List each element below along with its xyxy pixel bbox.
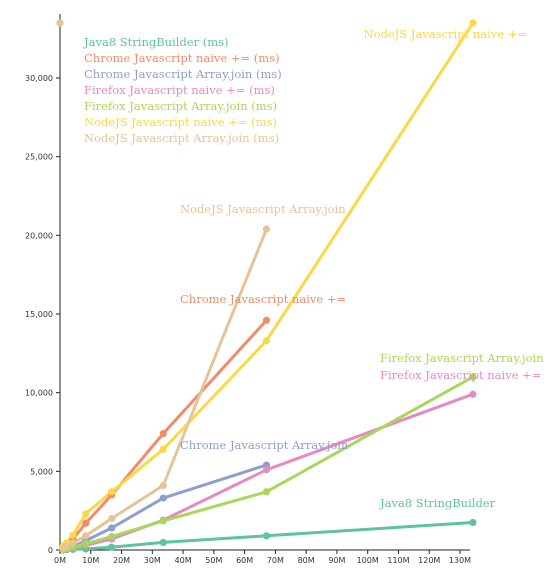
legend-item-nodejs-javascript-array-join: NodeJS Javascript Array.join (ms) — [84, 131, 279, 145]
data-point-nodejs-javascript-naive-naive — [159, 445, 167, 453]
x-tick-label: 60M — [236, 556, 253, 565]
y-axis-ticks: 0 5,000 10,000 15,000 20,000 25,000 30,000 — [25, 74, 60, 555]
x-tick-label: 100M — [357, 556, 379, 565]
x-axis-ticks: 0M 10M 20M 30M 40M 50M 60M 70M 80M 90M 100M 110M 120… — [54, 550, 471, 565]
data-point-java8-stringbuilder — [469, 518, 477, 527]
data-point-nodejs-javascript-array-join — [62, 543, 71, 551]
data-point-firefox-javascript-array-join — [262, 488, 271, 496]
x-tick-label: 50M — [205, 556, 222, 565]
data-point-nodejs-javascript-array-join — [69, 539, 77, 547]
data-point-nodejs-javascript-naive-naive — [69, 531, 77, 539]
data-point-firefox-javascript-array-join — [469, 373, 477, 381]
x-tick-label: 90M — [328, 556, 345, 565]
data-point-nodejs-javascript-array-join — [159, 481, 167, 490]
data-point-chrome-javascript-array-join — [108, 524, 116, 532]
data-point-nodejs-javascript-array-join — [82, 532, 90, 540]
data-point-java8-stringbuilder — [108, 543, 116, 551]
series-points — [56, 19, 477, 554]
x-tick-label: 70M — [267, 556, 284, 565]
y-tick-label: 0 — [48, 546, 53, 555]
data-point-nodejs-javascript-naive-naive — [82, 510, 90, 518]
data-point-firefox-javascript-array-join — [159, 517, 167, 525]
data-point-firefox-javascript-naive-naive — [262, 466, 271, 474]
data-point-nodejs-javascript-naive-naive — [469, 19, 477, 27]
end-label-chrome-javascript-naive-naive: Chrome Javascript naive += — [180, 292, 346, 306]
data-point-outlier — [56, 19, 64, 27]
x-tick-label: 40M — [175, 556, 192, 565]
data-point-nodejs-javascript-array-join — [108, 514, 116, 523]
data-point-nodejs-javascript-naive-naive — [262, 337, 271, 345]
data-point-firefox-javascript-naive-naive — [469, 390, 477, 398]
data-point-java8-stringbuilder — [262, 532, 271, 540]
data-point-chrome-javascript-naive-naive — [159, 429, 167, 438]
end-label-firefox-javascript-naive-naive: Firefox Javascript naive += — [380, 368, 541, 382]
y-tick-label: 25,000 — [25, 153, 53, 162]
legend-item-firefox-javascript-naive-naive: Firefox Javascript naive += (ms) — [84, 83, 275, 97]
axes — [59, 14, 470, 551]
end-label-java8-stringbuilder: Java8 StringBuilder — [379, 496, 496, 510]
legend-item-chrome-javascript-array-join: Chrome Javascript Array.join (ms) — [84, 67, 282, 81]
end-label-firefox-javascript-array-join: Firefox Javascript Array.join — [380, 351, 544, 365]
x-tick-label: 20M — [113, 556, 130, 565]
end-label-chrome-javascript-array-join: Chrome Javascript Array.join — [180, 438, 349, 452]
data-point-nodejs-javascript-naive-naive — [108, 488, 116, 496]
data-point-chrome-javascript-array-join — [159, 494, 167, 502]
end-label-nodejs-javascript-naive-naive: NodeJS Javascript naive += — [364, 27, 527, 41]
data-point-firefox-javascript-array-join — [82, 540, 90, 548]
data-point-firefox-javascript-array-join — [108, 533, 116, 541]
y-tick-label: 5,000 — [30, 467, 53, 476]
y-tick-label: 30,000 — [25, 74, 53, 83]
legend-item-java8-stringbuilder: Java8 StringBuilder (ms) — [83, 35, 229, 49]
legend: Java8 StringBuilder (ms) Chrome Javascrip… — [83, 35, 282, 145]
y-tick-label: 20,000 — [25, 231, 53, 240]
x-tick-label: 80M — [298, 556, 315, 565]
x-tick-label: 0M — [54, 556, 66, 565]
legend-item-nodejs-javascript-naive-naive: NodeJS Javascript naive += (ms) — [84, 115, 277, 129]
end-label-nodejs-javascript-array-join: NodeJS Javascript Array.join — [180, 202, 346, 216]
x-tick-label: 120M — [418, 556, 440, 565]
x-tick-label: 110M — [387, 556, 409, 565]
series-end-labels: Java8 StringBuilder Chrome Javascript nai… — [180, 27, 544, 510]
x-tick-label: 10M — [82, 556, 99, 565]
data-point-java8-stringbuilder — [159, 538, 167, 547]
legend-item-chrome-javascript-naive-naive: Chrome Javascript naive += (ms) — [84, 51, 280, 65]
y-tick-label: 10,000 — [25, 389, 53, 398]
data-point-chrome-javascript-naive-naive — [262, 316, 271, 324]
legend-item-firefox-javascript-array-join: Firefox Javascript Array.join (ms) — [84, 99, 277, 113]
y-tick-label: 15,000 — [25, 310, 53, 319]
data-point-chrome-javascript-naive-naive — [82, 519, 90, 527]
x-tick-label: 30M — [144, 556, 161, 565]
data-point-nodejs-javascript-array-join — [262, 225, 271, 233]
x-tick-label: 130M — [449, 556, 471, 565]
